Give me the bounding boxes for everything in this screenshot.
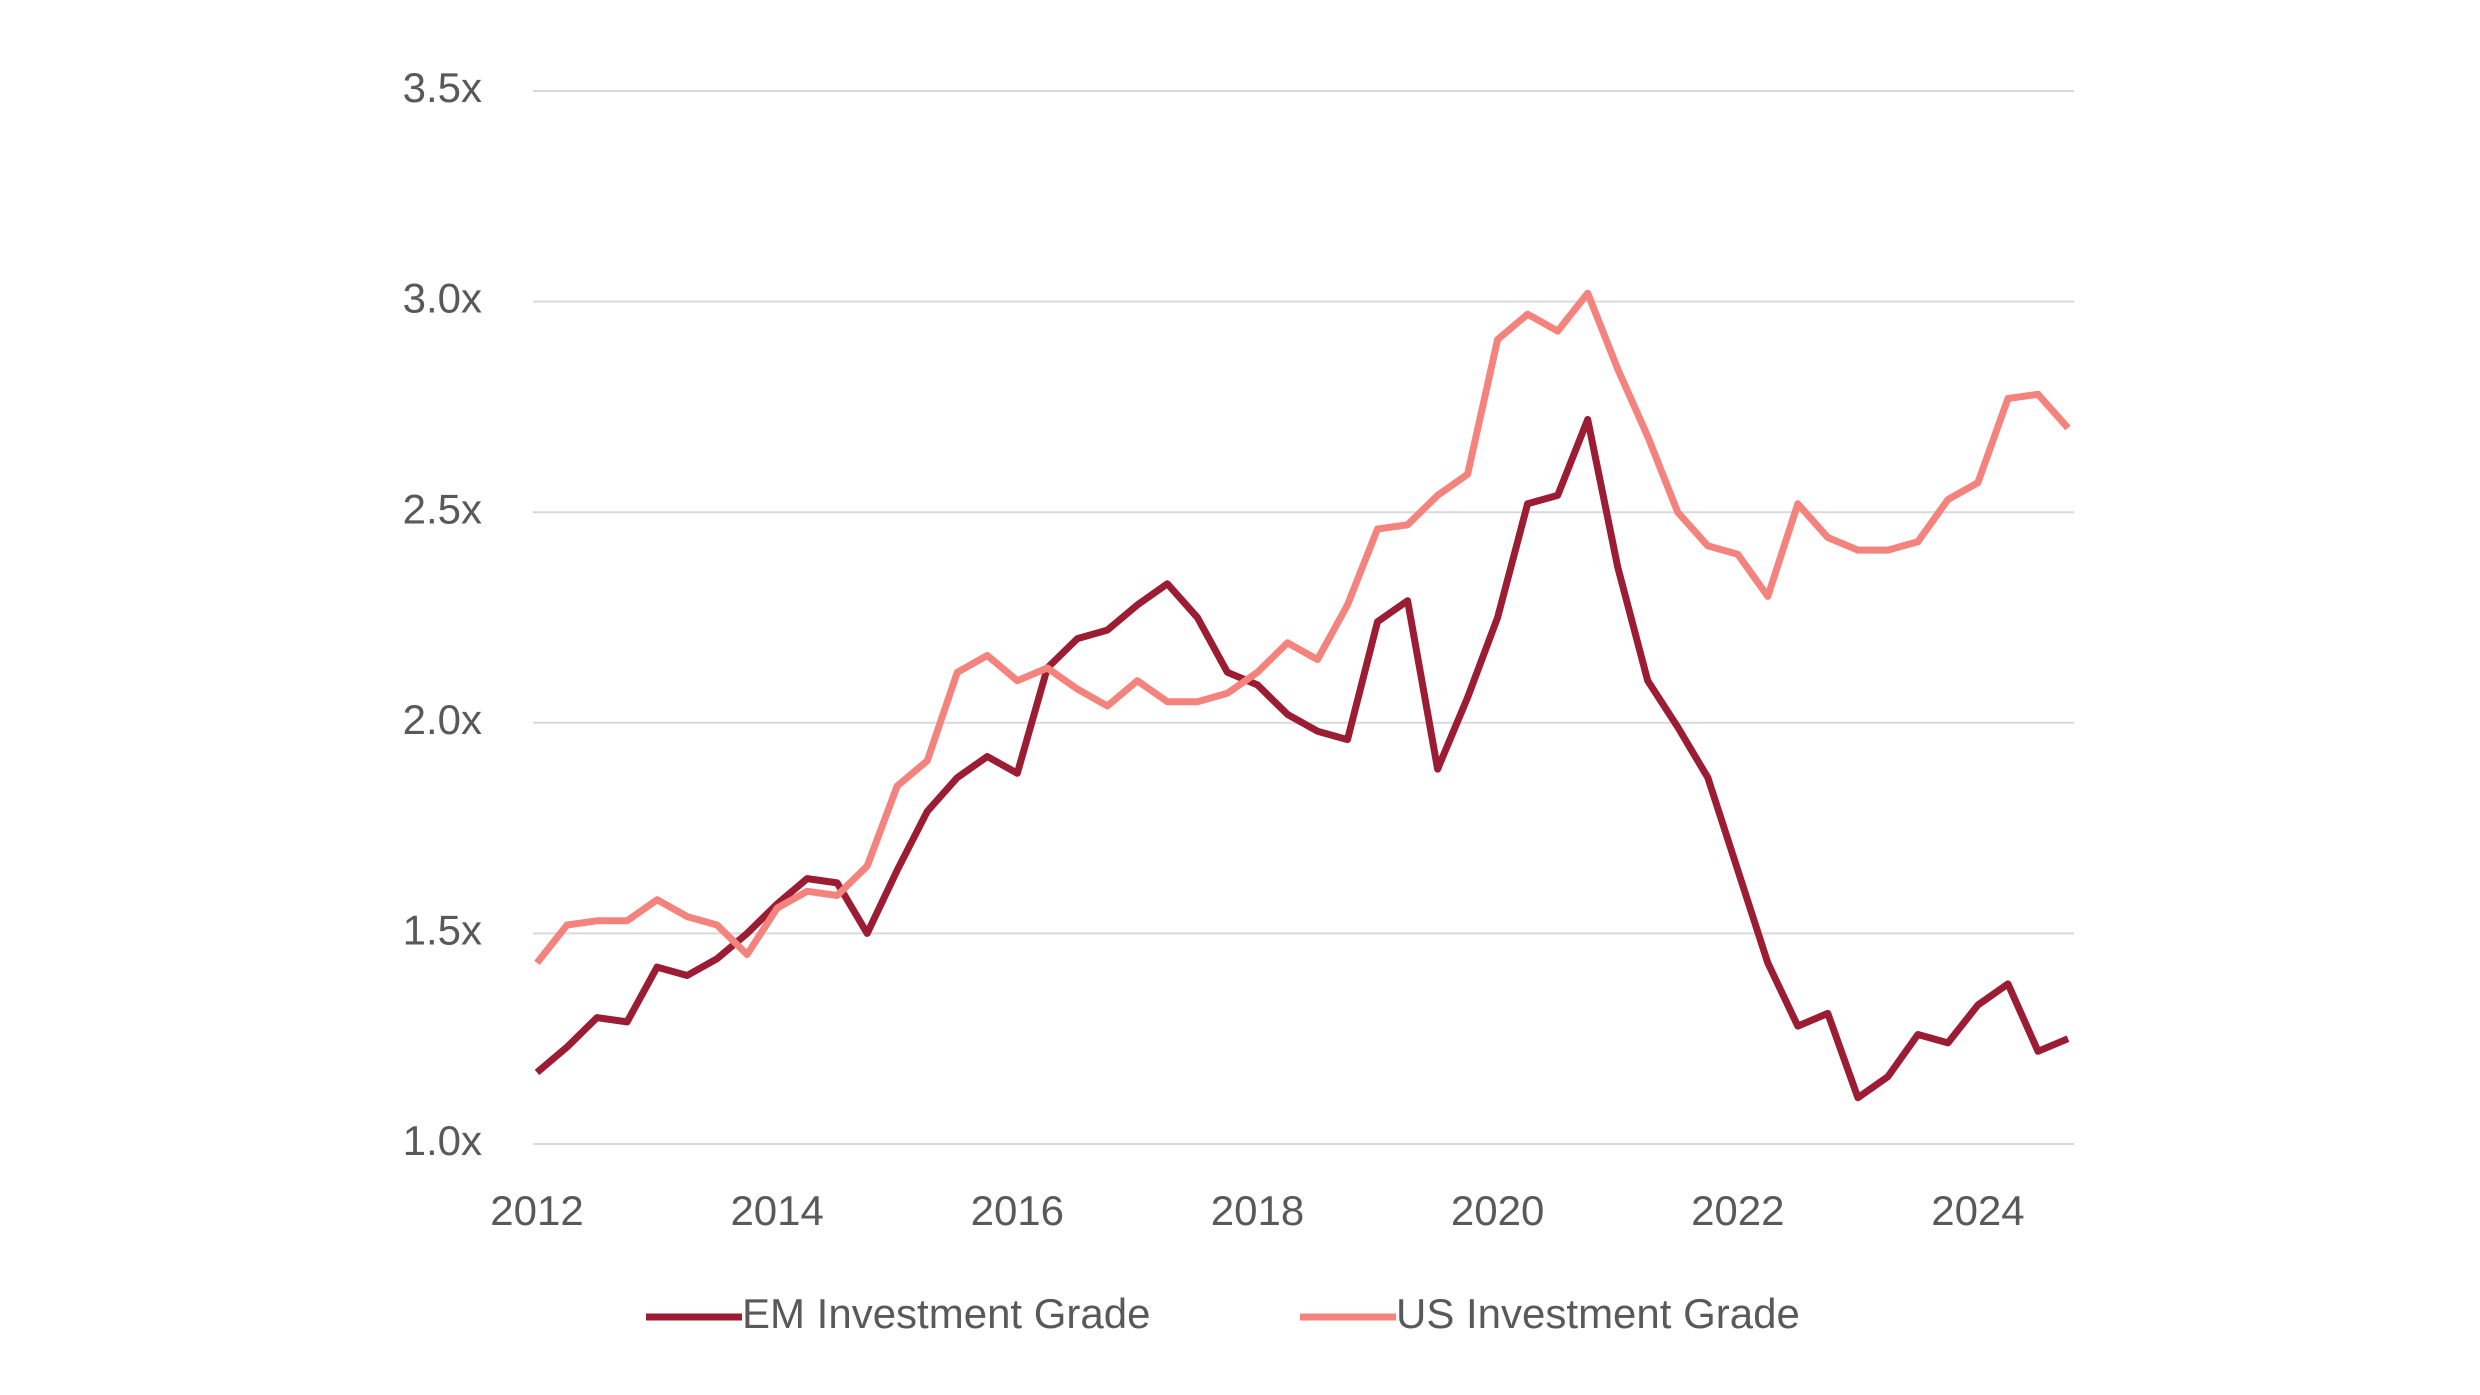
x-tick-label: 2018 <box>1211 1187 1304 1234</box>
series-line <box>534 416 2070 1102</box>
y-tick-label: 1.5x <box>403 906 482 953</box>
x-tick-label: 2024 <box>1931 1187 2024 1234</box>
x-tick-label: 2014 <box>730 1187 823 1234</box>
x-tick-label: 2022 <box>1691 1187 1784 1234</box>
legend-label: US Investment Grade <box>1396 1290 1800 1337</box>
y-tick-label: 2.5x <box>403 485 482 532</box>
y-tick-label: 3.0x <box>403 275 482 322</box>
y-tick-label: 2.0x <box>403 696 482 743</box>
y-tick-label: 1.0x <box>403 1117 482 1164</box>
x-tick-label: 2016 <box>971 1187 1064 1234</box>
x-tick-label: 2012 <box>490 1187 583 1234</box>
y-tick-label: 3.5x <box>403 64 482 111</box>
series-line <box>534 289 2071 966</box>
legend-label: EM Investment Grade <box>742 1290 1151 1337</box>
x-tick-label: 2020 <box>1451 1187 1544 1234</box>
